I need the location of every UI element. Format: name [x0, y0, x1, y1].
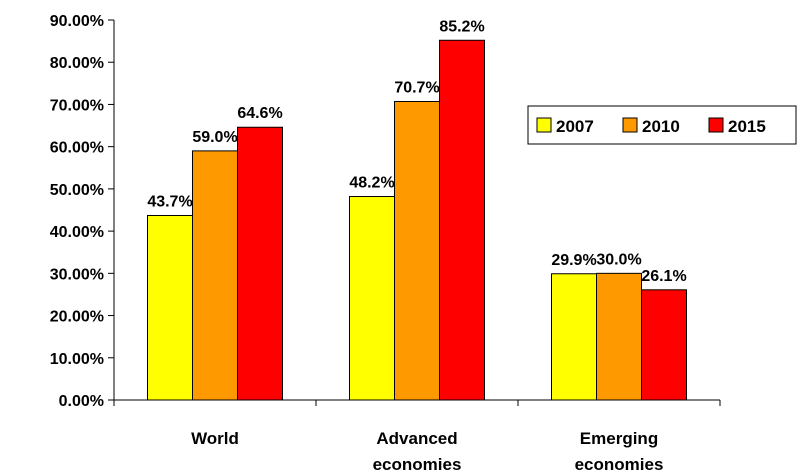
- category-label: Advanced economies: [373, 429, 462, 474]
- legend-label: 2007: [556, 117, 594, 136]
- data-label: 43.7%: [147, 193, 192, 210]
- category-label-line: Advanced: [376, 429, 457, 448]
- bars: [147, 39, 687, 401]
- data-label: 29.9%: [551, 252, 596, 269]
- data-label: 59.0%: [192, 129, 237, 146]
- legend-swatch-2015: [708, 117, 724, 133]
- legend-swatch-2007: [536, 117, 552, 133]
- y-tick-label: 60.00%: [50, 140, 104, 157]
- legend-label: 2015: [728, 117, 766, 136]
- y-tick-label: 40.00%: [50, 224, 104, 241]
- bar-2010-1: [394, 100, 440, 401]
- legend-label: 2010: [642, 117, 680, 136]
- category-label: Emerging economies: [575, 429, 664, 474]
- y-axis: 0.00% 10.00% 20.00% 30.00% 40.00% 50.00% 60.00…: [50, 13, 115, 410]
- y-tick-label: 30.00%: [50, 266, 104, 283]
- data-label: 64.6%: [237, 105, 282, 122]
- x-axis: World Advanced economies Emerging economies: [113, 399, 721, 474]
- category-label-line: economies: [373, 455, 462, 474]
- category-label-line: economies: [575, 455, 664, 474]
- bar-2015-0: [237, 126, 283, 401]
- legend-box: [527, 105, 797, 145]
- bar-2007-2: [551, 273, 597, 401]
- bar-2015-1: [439, 39, 485, 401]
- y-tick-label: 0.00%: [59, 393, 104, 410]
- data-label: 70.7%: [394, 79, 439, 96]
- bar-2007-1: [349, 195, 395, 401]
- data-label: 48.2%: [349, 174, 394, 191]
- y-tick-label: 50.00%: [50, 182, 104, 199]
- data-label: 26.1%: [641, 268, 686, 285]
- y-tick-label: 70.00%: [50, 97, 104, 114]
- bar-2010-2: [596, 272, 642, 401]
- legend-swatch-2010: [622, 117, 638, 133]
- data-labels: 43.7% 59.0%64.6% 48.2% 70.7% 85.2% 29.9% 30.0%…: [147, 18, 686, 285]
- y-tick-label: 20.00%: [50, 309, 104, 326]
- bar-2010-0: [192, 150, 238, 401]
- legend: 2007 2010 2015: [527, 105, 797, 145]
- category-label-line: Emerging: [580, 429, 658, 448]
- y-tick-label: 80.00%: [50, 55, 104, 72]
- category-label: World: [191, 429, 239, 448]
- category-label-line: World: [191, 429, 239, 448]
- y-tick-label: 10.00%: [50, 351, 104, 368]
- bar-2007-0: [147, 214, 193, 401]
- data-label: 30.0%: [596, 251, 641, 268]
- y-tick-label: 90.00%: [50, 13, 104, 30]
- bar-2015-2: [641, 289, 687, 401]
- data-label: 85.2%: [439, 18, 484, 35]
